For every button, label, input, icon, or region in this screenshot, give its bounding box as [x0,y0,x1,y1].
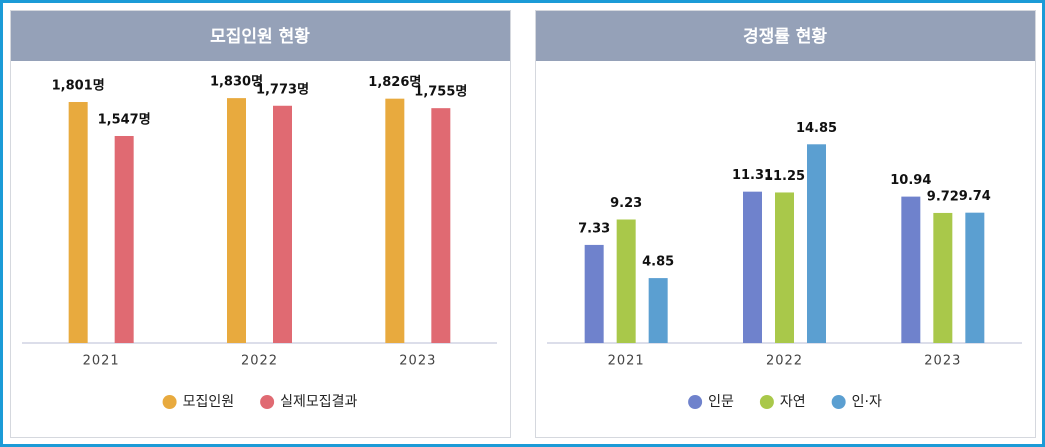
data-label: 1,547명 [98,111,151,127]
data-label: 7.33 [578,221,610,236]
panel-header [536,11,1035,61]
legend-label: 인·자 [852,394,882,410]
x-tick-label: 2023 [399,354,436,369]
bar [114,135,134,343]
bar [775,192,794,343]
data-label: 9.74 [959,189,991,204]
x-tick-label: 2021 [608,354,645,369]
panel-header [11,11,510,61]
legend-label: 모집인원 [183,394,235,410]
x-tick-label: 2021 [83,354,120,369]
bar [901,196,921,343]
data-label: 1,755명 [414,84,467,100]
bar [933,212,953,343]
legend-label: 자연 [780,394,806,410]
panel-title: 모집인원 현황 [210,27,310,47]
x-tick-label: 2022 [241,354,278,369]
bar [743,191,762,343]
legend-marker [260,395,275,409]
data-label: 4.85 [642,255,674,270]
data-label: 1,773명 [256,81,309,97]
bar [385,98,405,343]
bar [648,278,668,343]
data-label: 1,801명 [52,78,105,94]
bar [431,108,451,344]
data-label: 9.72 [927,189,959,204]
bar [965,212,985,343]
x-tick-label: 2023 [924,354,961,369]
data-label: 11.31 [732,168,773,183]
data-label: 1,830명 [210,74,263,90]
data-label: 1,826명 [368,74,421,90]
data-label: 10.94 [890,173,931,188]
bar [584,244,604,343]
data-label: 9.23 [610,196,642,211]
panel [10,10,511,438]
bar [616,219,636,343]
legend-label: 실제모집결과 [280,394,357,410]
legend-marker [162,395,177,409]
bar [273,105,292,344]
legend-marker [759,395,774,409]
legend-label: 인문 [708,394,734,410]
bar [68,102,88,343]
legend-marker [831,395,846,409]
x-tick-label: 2022 [766,354,803,369]
bar [807,144,826,343]
legend-marker [688,395,703,409]
data-label: 11.25 [764,169,805,184]
panel-title: 경쟁률 현황 [743,27,827,47]
data-label: 14.85 [796,121,837,136]
bar [227,98,246,343]
